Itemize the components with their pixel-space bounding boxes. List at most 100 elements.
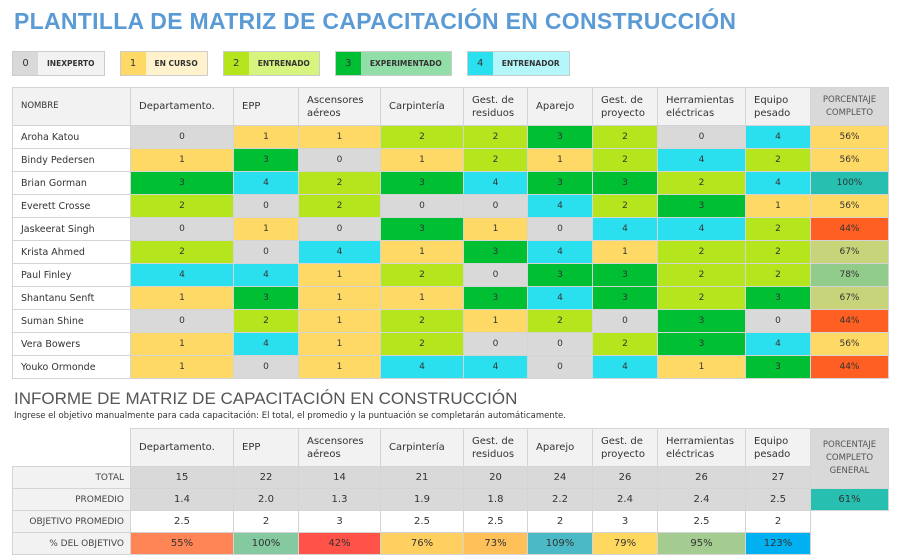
score-cell[interactable]: 0 — [233, 355, 299, 379]
score-cell[interactable]: 4 — [298, 240, 381, 264]
employee-name[interactable]: Vera Bowers — [12, 332, 131, 356]
score-cell[interactable]: 1 — [130, 286, 234, 310]
score-cell[interactable]: 2 — [745, 217, 811, 241]
target-cell[interactable]: 2.5 — [380, 510, 464, 533]
score-cell[interactable]: 3 — [233, 148, 299, 172]
score-cell[interactable]: 2 — [380, 125, 464, 149]
score-cell[interactable]: 1 — [745, 194, 811, 218]
score-cell[interactable]: 0 — [130, 125, 234, 149]
score-cell[interactable]: 4 — [745, 171, 811, 195]
score-cell[interactable]: 3 — [592, 286, 658, 310]
score-cell[interactable]: 3 — [527, 125, 593, 149]
score-cell[interactable]: 3 — [463, 240, 528, 264]
score-cell[interactable]: 0 — [233, 240, 299, 264]
employee-name[interactable]: Jaskeerat Singh — [12, 217, 131, 241]
score-cell[interactable]: 4 — [745, 332, 811, 356]
score-cell[interactable]: 1 — [463, 309, 528, 333]
score-cell[interactable]: 3 — [463, 286, 528, 310]
employee-name[interactable]: Everett Crosse — [12, 194, 131, 218]
target-cell[interactable]: 2 — [745, 510, 811, 533]
employee-name[interactable]: Suman Shine — [12, 309, 131, 333]
score-cell[interactable]: 2 — [298, 171, 381, 195]
score-cell[interactable]: 1 — [130, 355, 234, 379]
score-cell[interactable]: 1 — [130, 148, 234, 172]
score-cell[interactable]: 2 — [592, 148, 658, 172]
score-cell[interactable]: 1 — [298, 332, 381, 356]
score-cell[interactable]: 2 — [463, 148, 528, 172]
score-cell[interactable]: 3 — [657, 332, 746, 356]
score-cell[interactable]: 2 — [657, 171, 746, 195]
target-cell[interactable]: 2 — [527, 510, 593, 533]
score-cell[interactable]: 2 — [380, 263, 464, 287]
score-cell[interactable]: 4 — [463, 355, 528, 379]
score-cell[interactable]: 4 — [233, 332, 299, 356]
score-cell[interactable]: 3 — [130, 171, 234, 195]
score-cell[interactable]: 0 — [233, 194, 299, 218]
score-cell[interactable]: 3 — [745, 286, 811, 310]
score-cell[interactable]: 2 — [380, 332, 464, 356]
score-cell[interactable]: 0 — [298, 217, 381, 241]
score-cell[interactable]: 1 — [592, 240, 658, 264]
score-cell[interactable]: 0 — [527, 332, 593, 356]
score-cell[interactable]: 2 — [380, 309, 464, 333]
employee-name[interactable]: Youko Ormonde — [12, 355, 131, 379]
score-cell[interactable]: 4 — [745, 125, 811, 149]
score-cell[interactable]: 4 — [463, 171, 528, 195]
score-cell[interactable]: 1 — [463, 217, 528, 241]
score-cell[interactable]: 1 — [298, 263, 381, 287]
target-cell[interactable]: 3 — [298, 510, 381, 533]
employee-name[interactable]: Aroha Katou — [12, 125, 131, 149]
target-cell[interactable]: 2 — [233, 510, 299, 533]
score-cell[interactable]: 2 — [745, 240, 811, 264]
score-cell[interactable]: 1 — [380, 286, 464, 310]
score-cell[interactable]: 4 — [527, 286, 593, 310]
score-cell[interactable]: 0 — [657, 125, 746, 149]
score-cell[interactable]: 0 — [130, 309, 234, 333]
score-cell[interactable]: 3 — [380, 171, 464, 195]
score-cell[interactable]: 0 — [463, 263, 528, 287]
target-cell[interactable]: 3 — [592, 510, 658, 533]
score-cell[interactable]: 4 — [527, 240, 593, 264]
score-cell[interactable]: 4 — [527, 194, 593, 218]
employee-name[interactable]: Shantanu Senft — [12, 286, 131, 310]
score-cell[interactable]: 0 — [592, 309, 658, 333]
score-cell[interactable]: 1 — [527, 148, 593, 172]
score-cell[interactable]: 3 — [745, 355, 811, 379]
score-cell[interactable]: 4 — [592, 217, 658, 241]
score-cell[interactable]: 1 — [380, 240, 464, 264]
score-cell[interactable]: 2 — [657, 286, 746, 310]
score-cell[interactable]: 0 — [527, 217, 593, 241]
score-cell[interactable]: 0 — [380, 194, 464, 218]
score-cell[interactable]: 1 — [380, 148, 464, 172]
score-cell[interactable]: 0 — [298, 148, 381, 172]
score-cell[interactable]: 4 — [657, 148, 746, 172]
target-cell[interactable]: 2.5 — [657, 510, 746, 533]
score-cell[interactable]: 1 — [233, 125, 299, 149]
score-cell[interactable]: 2 — [592, 194, 658, 218]
score-cell[interactable]: 4 — [657, 217, 746, 241]
score-cell[interactable]: 0 — [463, 194, 528, 218]
score-cell[interactable]: 3 — [233, 286, 299, 310]
score-cell[interactable]: 3 — [657, 309, 746, 333]
score-cell[interactable]: 3 — [527, 263, 593, 287]
target-cell[interactable]: 2.5 — [463, 510, 528, 533]
score-cell[interactable]: 4 — [233, 171, 299, 195]
score-cell[interactable]: 2 — [592, 125, 658, 149]
score-cell[interactable]: 3 — [657, 194, 746, 218]
score-cell[interactable]: 4 — [380, 355, 464, 379]
score-cell[interactable]: 1 — [298, 309, 381, 333]
score-cell[interactable]: 4 — [233, 263, 299, 287]
score-cell[interactable]: 0 — [130, 217, 234, 241]
score-cell[interactable]: 2 — [592, 332, 658, 356]
score-cell[interactable]: 2 — [527, 309, 593, 333]
employee-name[interactable]: Krista Ahmed — [12, 240, 131, 264]
score-cell[interactable]: 2 — [233, 309, 299, 333]
employee-name[interactable]: Brian Gorman — [12, 171, 131, 195]
score-cell[interactable]: 2 — [745, 263, 811, 287]
score-cell[interactable]: 4 — [130, 263, 234, 287]
score-cell[interactable]: 4 — [592, 355, 658, 379]
score-cell[interactable]: 2 — [130, 194, 234, 218]
score-cell[interactable]: 2 — [130, 240, 234, 264]
score-cell[interactable]: 3 — [380, 217, 464, 241]
target-cell[interactable]: 2.5 — [130, 510, 234, 533]
